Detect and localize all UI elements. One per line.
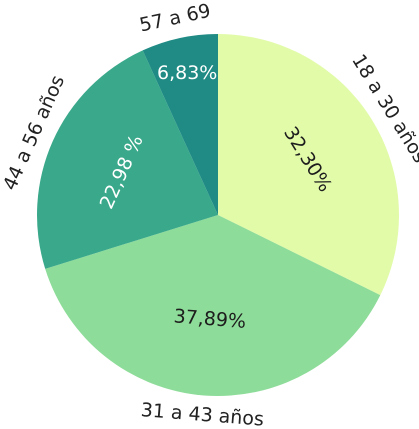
pie-slice: [45, 215, 381, 396]
slice-label: 57 a 69: [138, 0, 213, 37]
pie-slice: [142, 34, 218, 215]
pie-slice: [37, 50, 218, 269]
pie-slice: [218, 34, 400, 296]
slice-label: 31 a 43 años: [140, 399, 265, 429]
value-label: 6,83%: [157, 62, 217, 84]
